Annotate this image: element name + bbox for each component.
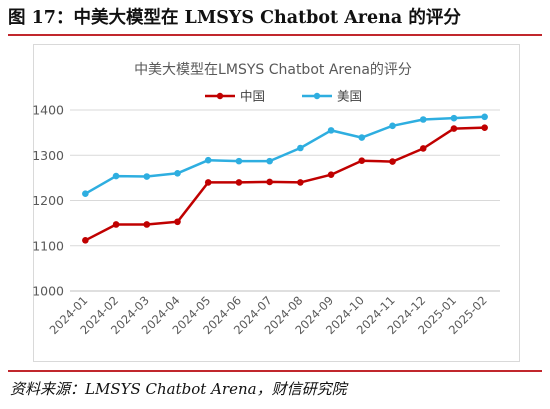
data-point-usa bbox=[235, 157, 243, 165]
data-point-china bbox=[389, 158, 396, 165]
data-point-china bbox=[143, 221, 151, 228]
data-point-china bbox=[82, 237, 89, 244]
data-point-usa bbox=[82, 190, 89, 198]
data-point-usa bbox=[450, 114, 458, 122]
y-tick-label: 1200 bbox=[32, 193, 64, 208]
source-rule bbox=[8, 370, 542, 372]
data-point-china bbox=[327, 171, 335, 179]
legend-marker-usa bbox=[313, 92, 321, 100]
data-point-usa bbox=[143, 173, 151, 180]
y-tick-label: 1100 bbox=[32, 238, 64, 253]
legend-label-usa: 美国 bbox=[337, 89, 362, 104]
chart-title: 中美大模型在LMSYS Chatbot Arena的评分 bbox=[134, 62, 412, 78]
data-point-usa bbox=[174, 170, 181, 177]
data-point-usa bbox=[112, 172, 120, 180]
data-point-usa bbox=[389, 122, 396, 130]
data-point-usa bbox=[419, 116, 427, 123]
data-point-china bbox=[204, 179, 212, 186]
figure-title: 图 17：中美大模型在 LMSYS Chatbot Arena 的评分 bbox=[8, 8, 461, 28]
source-note: 资料来源：LMSYS Chatbot Arena，财信研究院 bbox=[10, 380, 347, 398]
chart-frame bbox=[33, 44, 520, 362]
legend-marker-china bbox=[216, 92, 224, 100]
data-point-china bbox=[481, 124, 488, 131]
data-point-china bbox=[450, 125, 458, 132]
data-point-china bbox=[358, 157, 366, 164]
y-tick-label: 1300 bbox=[32, 148, 64, 163]
legend-label-china: 中国 bbox=[240, 89, 265, 104]
data-point-usa bbox=[266, 157, 273, 165]
series-line-china bbox=[84, 126, 485, 242]
data-point-china bbox=[266, 178, 273, 186]
data-point-usa bbox=[481, 113, 488, 121]
data-point-usa bbox=[358, 134, 366, 141]
title-rule bbox=[8, 34, 542, 36]
data-point-china bbox=[174, 218, 181, 226]
data-point-china bbox=[112, 221, 120, 228]
data-point-china bbox=[297, 179, 304, 186]
data-point-usa bbox=[204, 156, 212, 164]
series-line-usa bbox=[84, 115, 485, 195]
data-point-china bbox=[235, 179, 243, 186]
data-point-china bbox=[419, 145, 427, 152]
y-tick-label: 1000 bbox=[32, 284, 64, 299]
data-point-usa bbox=[327, 127, 335, 134]
data-point-usa bbox=[297, 144, 304, 152]
y-tick-label: 1400 bbox=[32, 103, 64, 118]
